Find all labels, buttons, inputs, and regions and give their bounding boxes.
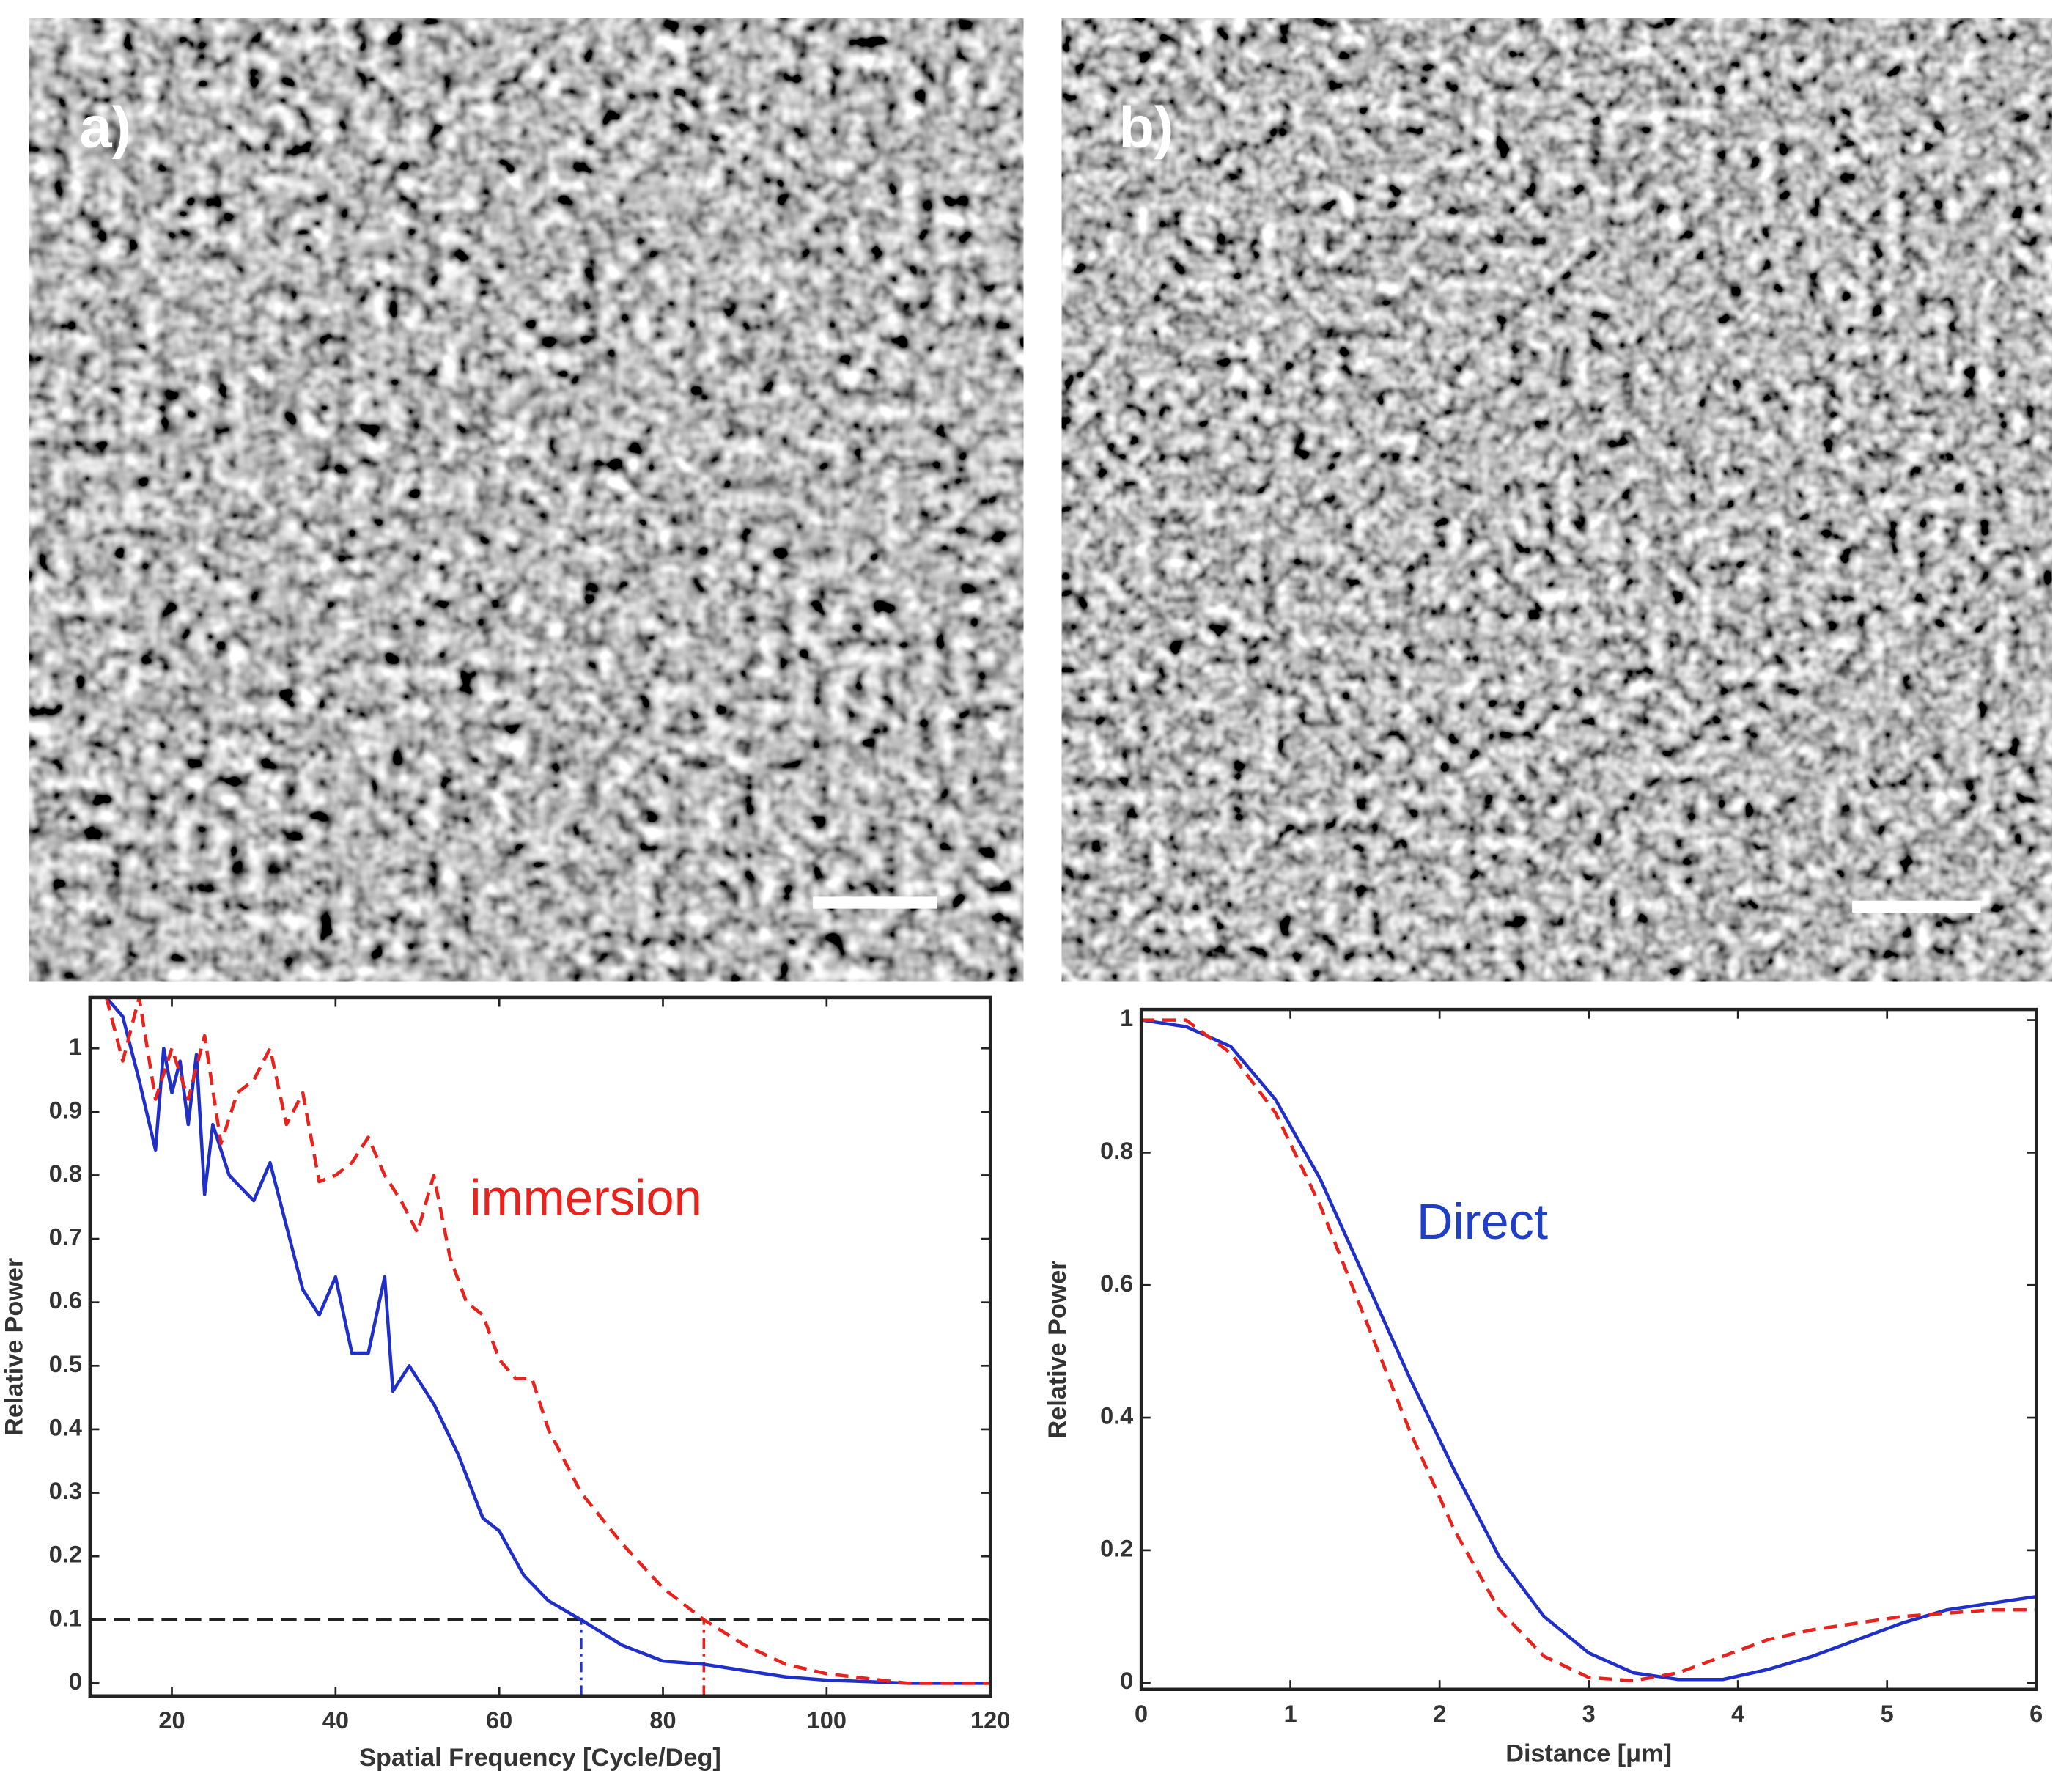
y-tick-label: 0.9 <box>49 1097 82 1123</box>
x-tick-label: 20 <box>158 1707 185 1734</box>
series-line <box>104 995 991 1685</box>
y-tick-label: 0.5 <box>49 1351 82 1377</box>
x-tick-label: 2 <box>1433 1701 1446 1727</box>
x-tick-label: 100 <box>807 1707 847 1734</box>
plot-frame <box>1139 1007 2038 1691</box>
y-tick-label: 0.8 <box>1100 1138 1133 1164</box>
x-tick-label: 60 <box>486 1707 512 1734</box>
y-tick-label: 0.7 <box>49 1224 82 1251</box>
y-tick-label: 1 <box>1120 1005 1133 1031</box>
y-tick-label: 0.6 <box>1100 1270 1133 1297</box>
x-axis-label: Distance [μm] <box>1505 1740 1672 1768</box>
x-tick-label: 120 <box>970 1707 1010 1734</box>
y-tick-label: 0 <box>1120 1668 1133 1694</box>
y-tick-label: 0.2 <box>49 1542 82 1568</box>
plot-area <box>89 997 991 1696</box>
y-axis-label: Relative Power <box>1 1258 29 1436</box>
annotation: Direct <box>1417 1193 1548 1250</box>
image-b <box>1061 18 2052 982</box>
image-a <box>29 18 1024 982</box>
x-tick-label: 3 <box>1582 1701 1596 1727</box>
x-axis-label: Spatial Frequency [Cycle/Deg] <box>359 1744 721 1772</box>
y-tick-label: 0.2 <box>1100 1535 1133 1561</box>
series-line <box>1140 1018 2037 1682</box>
plot-frame <box>88 995 992 1698</box>
x-tick-label: 80 <box>649 1707 676 1734</box>
panel-label: b) <box>1118 95 1173 160</box>
annotation: immersion <box>470 1170 702 1226</box>
y-tick-label: 0.8 <box>49 1160 82 1187</box>
y-tick-label: 0.3 <box>49 1478 82 1504</box>
x-tick-label: 4 <box>1731 1701 1744 1727</box>
x-tick-label: 5 <box>1881 1701 1894 1727</box>
x-tick-label: 6 <box>2029 1701 2043 1727</box>
panel-label: a) <box>79 95 131 160</box>
x-tick-label: 0 <box>1135 1701 1148 1727</box>
y-tick-label: 0 <box>69 1668 82 1695</box>
y-tick-label: 0.4 <box>1100 1403 1133 1429</box>
y-tick-label: 0.6 <box>49 1287 82 1314</box>
x-tick-label: 40 <box>322 1707 349 1734</box>
y-tick-label: 0.1 <box>49 1605 82 1631</box>
series-line <box>105 996 991 1685</box>
x-tick-label: 1 <box>1284 1701 1297 1727</box>
y-tick-label: 1 <box>69 1034 82 1060</box>
y-axis-label: Relative Power <box>1044 1260 1072 1438</box>
series-line <box>1141 1018 2037 1683</box>
y-tick-label: 0.4 <box>49 1415 82 1441</box>
